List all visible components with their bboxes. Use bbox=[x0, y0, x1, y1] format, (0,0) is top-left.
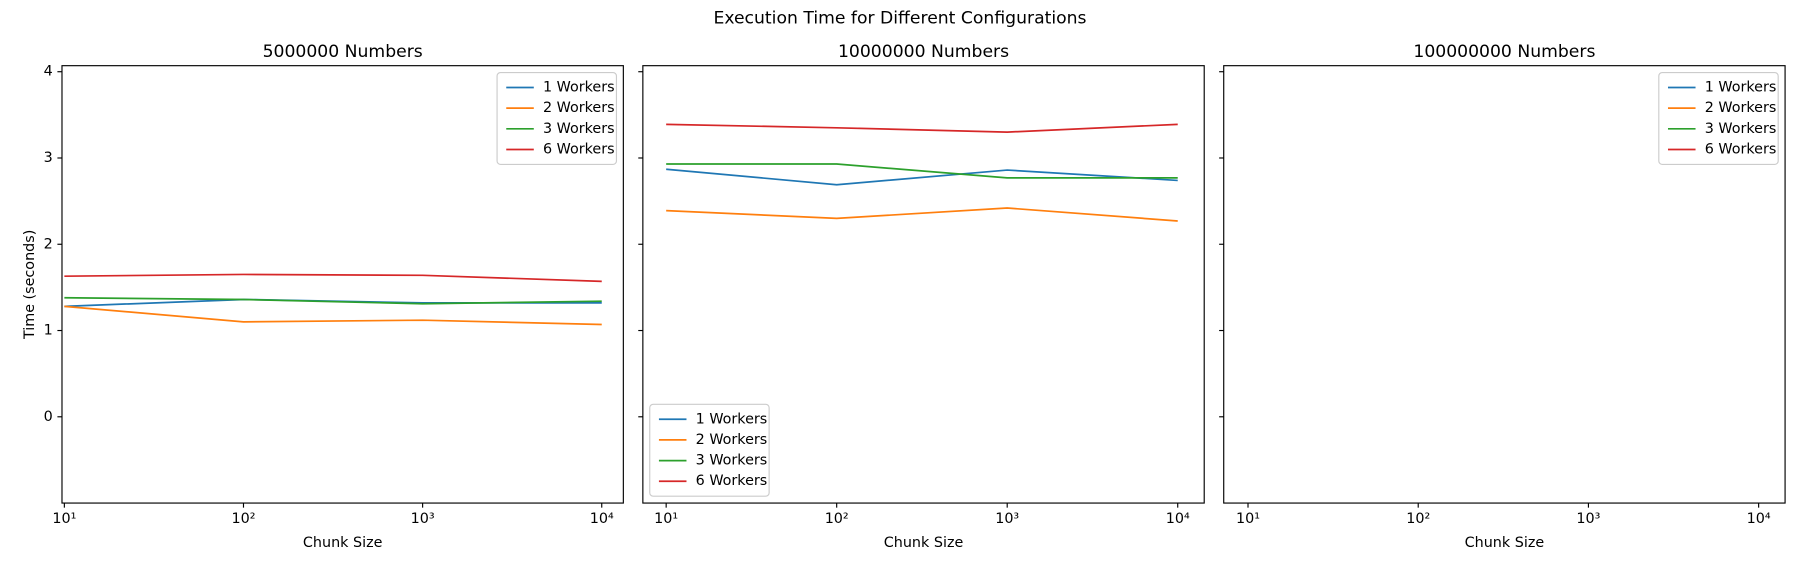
subplot-title: 10000000 Numbers bbox=[838, 42, 1009, 62]
x-tick-label: 10² bbox=[231, 511, 255, 527]
axes-frame bbox=[1223, 65, 1786, 504]
legend: 1 Workers 2 Workers 3 Workers 6 Workers bbox=[649, 403, 770, 497]
legend-label: 6 Workers bbox=[696, 473, 768, 489]
legend-label: 3 Workers bbox=[543, 121, 615, 137]
series-line bbox=[666, 163, 1178, 179]
x-axis-label: Chunk Size bbox=[1465, 535, 1545, 551]
x-tick-label: 10⁴ bbox=[1166, 511, 1190, 527]
x-axis-label: Chunk Size bbox=[884, 535, 964, 551]
legend-label: 3 Workers bbox=[696, 453, 768, 469]
x-tick-label: 10³ bbox=[995, 511, 1019, 527]
legend-label: 1 Workers bbox=[543, 79, 615, 95]
y-tick-label: 3 bbox=[44, 150, 53, 166]
x-tick-label: 10² bbox=[825, 511, 849, 527]
legend: 1 Workers 2 Workers 3 Workers 6 Workers bbox=[1658, 71, 1779, 165]
y-tick-label: 1 bbox=[44, 323, 53, 339]
x-tick-label: 10⁴ bbox=[1747, 511, 1771, 527]
x-tick-label: 10¹ bbox=[1236, 511, 1260, 527]
legend-box bbox=[496, 71, 618, 165]
legend-label: 3 Workers bbox=[1705, 121, 1777, 137]
series-line bbox=[64, 296, 602, 305]
x-tick-label: 10¹ bbox=[52, 511, 76, 527]
legend-label: 1 Workers bbox=[1705, 79, 1777, 95]
series-line bbox=[64, 273, 602, 283]
x-tick-label: 10¹ bbox=[654, 511, 678, 527]
legend-label: 6 Workers bbox=[543, 141, 615, 157]
legend: 1 Workers 2 Workers 3 Workers 6 Workers bbox=[496, 71, 618, 165]
x-tick-label: 10⁴ bbox=[590, 511, 614, 527]
y-tick-label: 4 bbox=[44, 64, 53, 80]
legend-label: 2 Workers bbox=[1705, 100, 1777, 116]
y-axis-label: Time (seconds) bbox=[22, 230, 38, 340]
series-line bbox=[64, 305, 602, 326]
axes-frame bbox=[61, 65, 624, 504]
subplot-title: 5000000 Numbers bbox=[263, 42, 423, 62]
subplot-title: 100000000 Numbers bbox=[1413, 42, 1595, 62]
y-tick-label: 0 bbox=[44, 409, 53, 425]
x-tick-label: 10³ bbox=[1576, 511, 1600, 527]
series-line bbox=[666, 168, 1178, 186]
legend-box bbox=[649, 403, 770, 497]
legend-label: 1 Workers bbox=[696, 411, 768, 427]
x-axis-label: Chunk Size bbox=[303, 535, 383, 551]
x-tick-label: 10² bbox=[1406, 511, 1430, 527]
series-line bbox=[666, 207, 1178, 222]
legend-label: 6 Workers bbox=[1705, 141, 1777, 157]
axes-frame bbox=[642, 65, 1205, 504]
figure-title: Execution Time for Different Configurati… bbox=[713, 9, 1086, 29]
x-tick-label: 10³ bbox=[411, 511, 435, 527]
legend-label: 2 Workers bbox=[696, 432, 768, 448]
series-line bbox=[666, 123, 1178, 133]
legend-box bbox=[1658, 71, 1779, 165]
legend-label: 2 Workers bbox=[543, 100, 615, 116]
y-tick-label: 2 bbox=[44, 236, 53, 252]
